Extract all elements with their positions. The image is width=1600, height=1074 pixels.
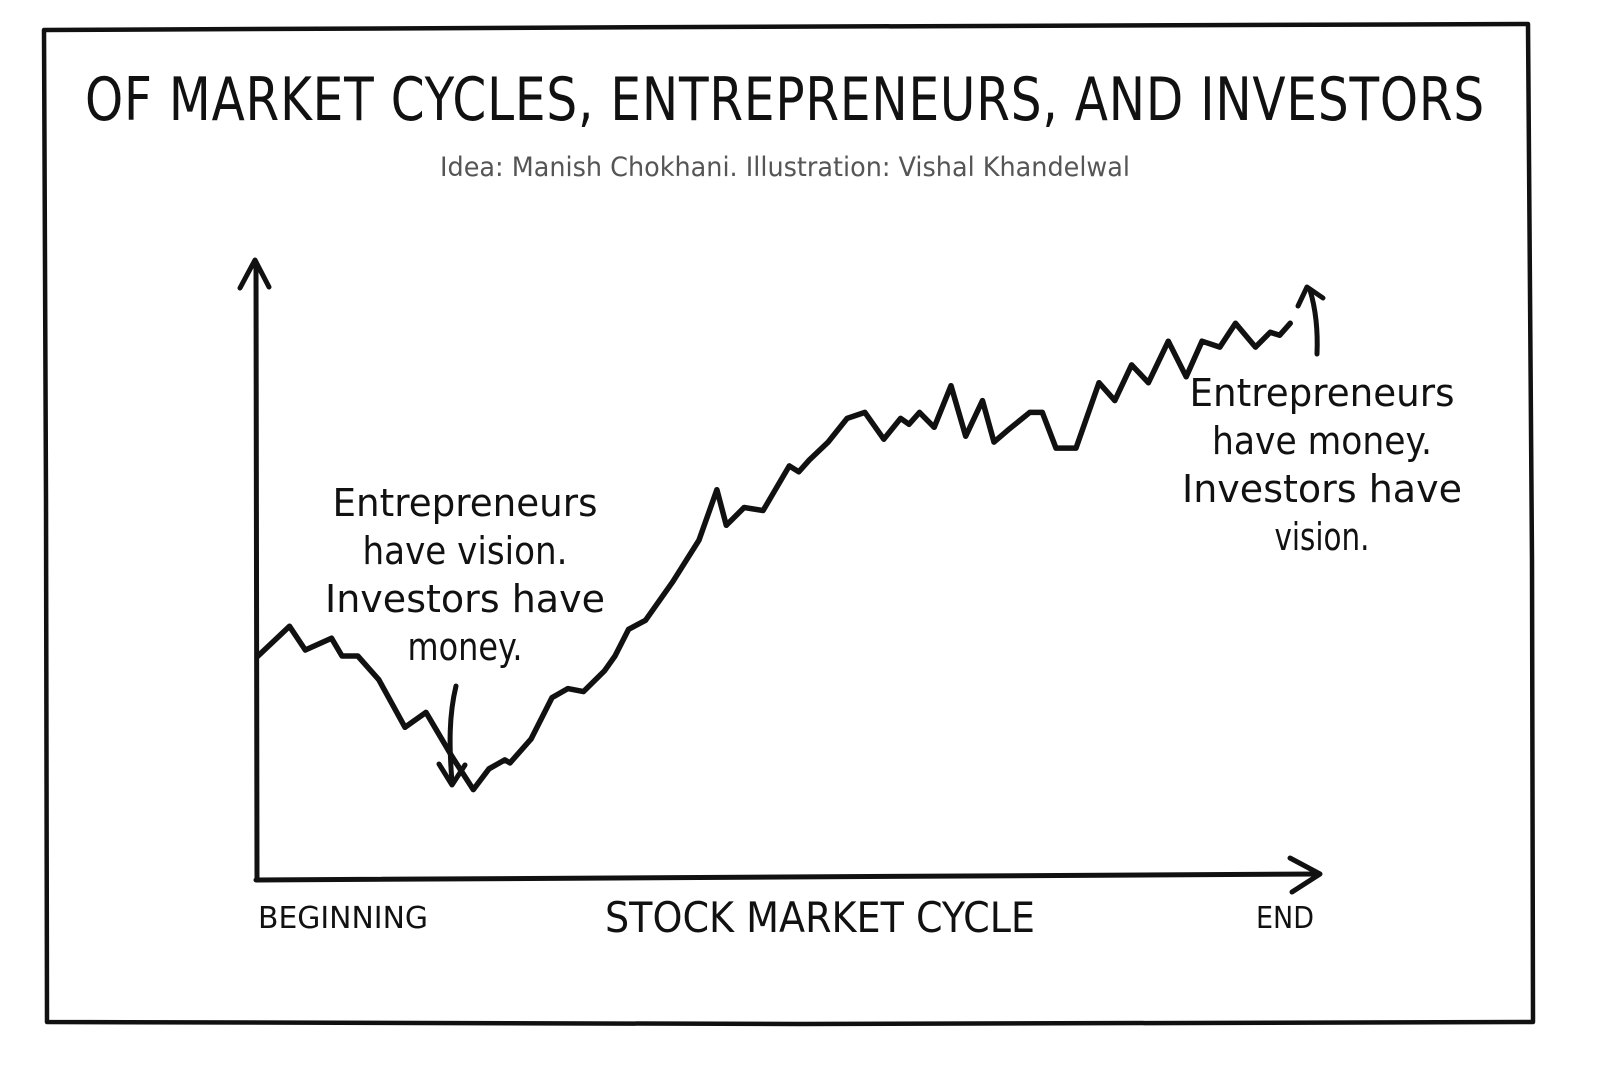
- y-axis: [253, 259, 260, 883]
- data-point: [906, 421, 912, 427]
- data-point: [1053, 445, 1059, 451]
- annotation-beginning-arrow: [447, 683, 459, 785]
- annotation-beginning-line-2: have vision.: [363, 529, 568, 573]
- data-point: [470, 787, 476, 793]
- data-point: [1183, 374, 1189, 380]
- data-point: [1145, 380, 1151, 386]
- data-point: [786, 463, 792, 469]
- annotation-beginning-line-3: Investors have: [325, 577, 605, 621]
- data-point: [581, 689, 586, 695]
- data-point: [1233, 320, 1238, 326]
- series-line-market: [255, 320, 1293, 793]
- x-axis-title: STOCK MARKET CYCLE: [605, 893, 1035, 942]
- annotation-end-line-3: Investors have: [1182, 467, 1462, 511]
- data-point: [626, 626, 632, 632]
- data-point: [1217, 344, 1223, 350]
- data-point: [1005, 427, 1011, 433]
- data-point: [723, 522, 729, 528]
- data-point: [1073, 445, 1079, 451]
- chart-subtitle: Idea: Manish Chokhani. Illustration: Vis…: [440, 152, 1130, 183]
- x-axis: [253, 871, 1321, 883]
- data-point: [991, 439, 997, 445]
- data-point: [825, 439, 831, 445]
- x-tick-label-end: END: [1256, 901, 1314, 936]
- data-point: [255, 653, 261, 659]
- x-axis-arrowhead: [1287, 855, 1323, 895]
- chart-title: OF MARKET CYCLES, ENTREPRENEURS, AND INV…: [85, 65, 1485, 135]
- x-tick-label-beginning: BEGINNING: [258, 901, 428, 936]
- data-point: [602, 668, 607, 674]
- data-point: [339, 653, 345, 659]
- data-point: [1277, 332, 1283, 338]
- data-point: [760, 508, 766, 513]
- data-point: [948, 383, 954, 389]
- data-point: [862, 409, 868, 415]
- data-point: [931, 424, 937, 430]
- data-point: [565, 686, 571, 692]
- data-point: [796, 469, 802, 475]
- annotation-beginning: Entrepreneurs have vision. Investors hav…: [325, 481, 605, 788]
- data-point: [1253, 344, 1258, 350]
- data-point: [741, 505, 747, 510]
- data-point: [714, 487, 720, 493]
- data-point: [1112, 398, 1118, 404]
- data-point: [898, 415, 904, 421]
- data-point: [1165, 338, 1171, 344]
- data-point: [302, 647, 308, 653]
- data-points-layer: [255, 320, 1293, 793]
- data-point: [1039, 409, 1045, 415]
- data-point: [1199, 338, 1205, 344]
- data-point: [1287, 320, 1293, 326]
- data-point: [355, 653, 361, 659]
- data-point: [881, 436, 887, 442]
- annotation-end-line-4: vision.: [1275, 515, 1370, 559]
- data-point: [963, 433, 969, 439]
- data-point: [844, 415, 850, 421]
- annotation-beginning-line-1: Entrepreneurs: [333, 481, 598, 525]
- data-point: [696, 537, 702, 543]
- data-point: [376, 677, 382, 683]
- data-point: [486, 766, 492, 772]
- data-point: [449, 754, 455, 760]
- data-point: [612, 653, 618, 659]
- data-point: [917, 409, 922, 415]
- annotation-end-line-1: Entrepreneurs: [1190, 371, 1455, 415]
- y-axis-arrowhead: [237, 257, 272, 291]
- data-point: [1267, 329, 1273, 335]
- data-point: [287, 623, 292, 629]
- data-point: [1096, 380, 1102, 386]
- annotation-end-line-2: have money.: [1212, 419, 1432, 463]
- annotation-end-arrow: [1307, 287, 1320, 357]
- data-point: [434, 727, 439, 733]
- annotation-end: Entrepreneurs have money. Investors have…: [1182, 284, 1462, 559]
- data-point: [1129, 362, 1135, 368]
- data-point: [507, 760, 513, 766]
- data-point: [670, 579, 676, 585]
- annotation-beginning-arrowhead: [436, 761, 468, 788]
- data-point: [980, 398, 985, 404]
- annotation-beginning-line-4: money.: [408, 625, 523, 669]
- data-point: [1027, 409, 1033, 415]
- data-point: [549, 695, 555, 701]
- data-point: [502, 757, 508, 763]
- data-point: [329, 635, 334, 641]
- data-point: [643, 617, 648, 623]
- data-point: [423, 709, 429, 715]
- data-point: [806, 457, 812, 463]
- data-point: [528, 736, 534, 742]
- panel-border: [41, 21, 1536, 1027]
- annotation-end-arrowhead: [1295, 284, 1326, 309]
- data-point: [402, 724, 408, 730]
